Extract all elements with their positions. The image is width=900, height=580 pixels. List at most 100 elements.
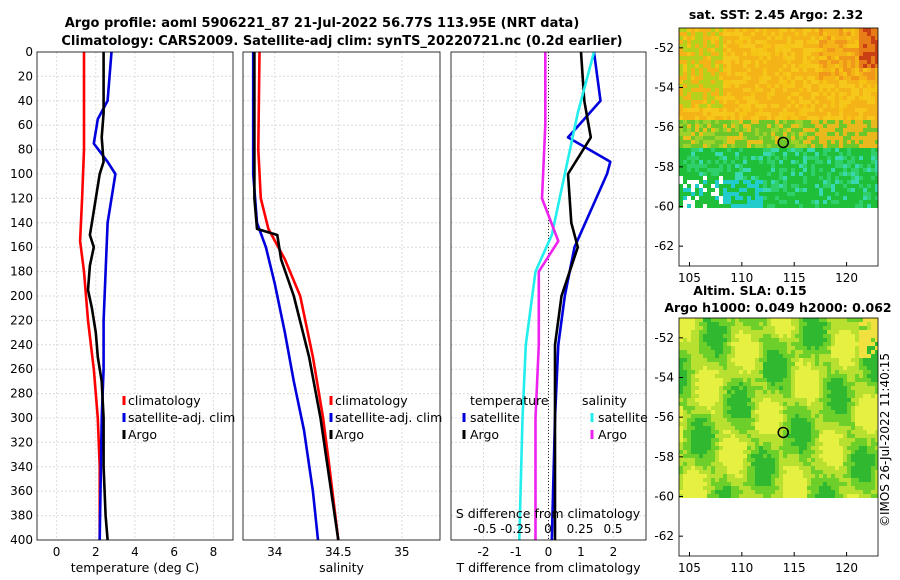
- heatmap-cell: [811, 346, 815, 350]
- heatmap-cell: [727, 76, 731, 80]
- heatmap-cell: [875, 68, 878, 72]
- heatmap-cell: [703, 64, 707, 68]
- heatmap-cell: [719, 386, 723, 390]
- heatmap-cell: [871, 442, 875, 446]
- heatmap-cell: [727, 40, 731, 44]
- heatmap-cell: [863, 350, 867, 354]
- heatmap-cell: [839, 104, 843, 108]
- heatmap-cell: [767, 462, 771, 466]
- heatmap-cell: [791, 402, 795, 406]
- heatmap-cell: [855, 188, 859, 192]
- heatmap-cell: [843, 398, 847, 402]
- heatmap-cell: [779, 196, 783, 200]
- heatmap-cell: [807, 108, 811, 112]
- heatmap-cell: [851, 394, 855, 398]
- heatmap-cell: [803, 36, 807, 40]
- heatmap-cell: [823, 164, 827, 168]
- heatmap-cell: [867, 458, 871, 462]
- heatmap-cell: [863, 394, 867, 398]
- heatmap-cell: [871, 108, 875, 112]
- heatmap-cell: [827, 474, 831, 478]
- heatmap-cell: [699, 60, 703, 64]
- heatmap-cell: [731, 160, 735, 164]
- heatmap-cell: [867, 322, 871, 326]
- heatmap-cell: [751, 466, 755, 470]
- heatmap-cell: [731, 482, 735, 486]
- heatmap-cell: [871, 334, 875, 338]
- heatmap-cell: [859, 326, 863, 330]
- heatmap-cell: [767, 438, 771, 442]
- heatmap-cell: [807, 164, 811, 168]
- heatmap-cell: [775, 140, 779, 144]
- x-tick-label: 6: [170, 545, 178, 559]
- heatmap-cell: [747, 60, 751, 64]
- heatmap-cell: [875, 326, 878, 330]
- heatmap-cell: [867, 370, 871, 374]
- heatmap-cell: [835, 430, 839, 434]
- heatmap-cell: [699, 72, 703, 76]
- heatmap-cell: [867, 112, 871, 116]
- heatmap-cell: [735, 92, 739, 96]
- heatmap-cell: [835, 76, 839, 80]
- heatmap-cell: [855, 482, 859, 486]
- heatmap-cell: [715, 342, 719, 346]
- heatmap-cell: [875, 426, 878, 430]
- heatmap-cell: [779, 366, 783, 370]
- heatmap-cell: [803, 184, 807, 188]
- heatmap-cell: [771, 334, 775, 338]
- heatmap-cell: [831, 72, 835, 76]
- heatmap-cell: [715, 370, 719, 374]
- heatmap-cell: [759, 482, 763, 486]
- heatmap-cell: [875, 434, 878, 438]
- heatmap-cell: [855, 390, 859, 394]
- heatmap-cell: [687, 370, 691, 374]
- heatmap-cell: [867, 430, 871, 434]
- heatmap-cell: [711, 124, 715, 128]
- heatmap-cell: [759, 100, 763, 104]
- heatmap-cell: [739, 318, 743, 322]
- heatmap-cell: [855, 40, 859, 44]
- heatmap-cell: [795, 406, 799, 410]
- heatmap-cell: [763, 60, 767, 64]
- heatmap-cell: [875, 140, 878, 144]
- heatmap-cell: [715, 462, 719, 466]
- heatmap-cell: [743, 64, 747, 68]
- heatmap-cell: [831, 108, 835, 112]
- heatmap-cell: [747, 124, 751, 128]
- heatmap-cell: [835, 462, 839, 466]
- heatmap-cell: [867, 124, 871, 128]
- heatmap-cell: [835, 414, 839, 418]
- heatmap-cell: [755, 120, 759, 124]
- heatmap-cell: [855, 180, 859, 184]
- heatmap-cell: [843, 446, 847, 450]
- heatmap-cell: [815, 410, 819, 414]
- heatmap-cell: [743, 172, 747, 176]
- heatmap-cell: [783, 466, 787, 470]
- heatmap-cell: [855, 192, 859, 196]
- heatmap-cell: [871, 168, 875, 172]
- heatmap-cell: [739, 418, 743, 422]
- heatmap-cell: [683, 458, 687, 462]
- heatmap-cell: [847, 104, 851, 108]
- heatmap-cell: [743, 184, 747, 188]
- heatmap-cell: [803, 322, 807, 326]
- heatmap-cell: [779, 390, 783, 394]
- heatmap-cell: [727, 112, 731, 116]
- heatmap-cell: [843, 350, 847, 354]
- heatmap-cell: [679, 64, 683, 68]
- heatmap-cell: [767, 36, 771, 40]
- heatmap-cell: [823, 108, 827, 112]
- heatmap-cell: [759, 410, 763, 414]
- heatmap-cell: [867, 382, 871, 386]
- x-tick-label: 2: [92, 545, 100, 559]
- heatmap-cell: [791, 140, 795, 144]
- heatmap-cell: [863, 116, 867, 120]
- heatmap-cell: [723, 196, 727, 200]
- heatmap-cell: [747, 200, 751, 204]
- heatmap-cell: [823, 44, 827, 48]
- heatmap-cell: [843, 176, 847, 180]
- heatmap-cell: [855, 466, 859, 470]
- heatmap-cell: [791, 406, 795, 410]
- heatmap-cell: [839, 390, 843, 394]
- heatmap-cell: [867, 394, 871, 398]
